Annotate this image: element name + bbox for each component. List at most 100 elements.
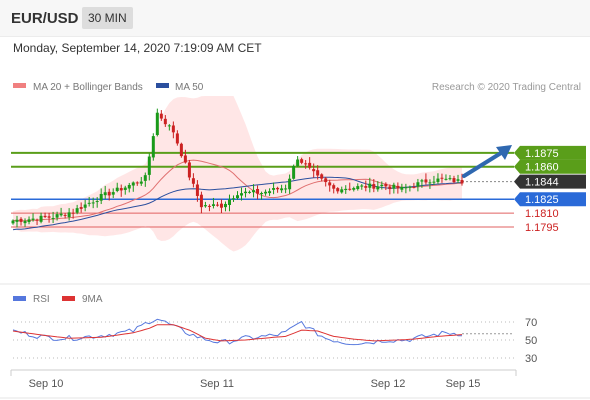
candle-body — [388, 186, 392, 190]
candle-body — [127, 185, 131, 189]
candle — [396, 182, 400, 194]
candle — [223, 201, 227, 212]
ma50-legend-label: MA 50 — [175, 82, 204, 93]
candle-body — [59, 213, 63, 216]
candle — [452, 175, 456, 184]
candle-body — [51, 218, 55, 220]
candle-body — [412, 186, 416, 188]
candle — [151, 133, 155, 161]
candle-body — [175, 133, 179, 144]
candle — [175, 130, 179, 146]
candle-body — [83, 204, 87, 208]
candle-body — [280, 188, 284, 191]
candle — [131, 181, 135, 192]
rsi-tick-70: 70 — [525, 317, 537, 329]
candle-body — [332, 185, 336, 189]
candle — [111, 188, 115, 199]
candle — [408, 185, 412, 192]
candle-body — [39, 215, 43, 222]
candle — [103, 185, 107, 200]
candle — [344, 185, 348, 194]
candle-body — [304, 163, 308, 165]
candle — [27, 216, 31, 225]
candle — [240, 187, 244, 201]
candle — [420, 178, 424, 188]
candle — [83, 199, 87, 212]
candle — [424, 173, 428, 185]
candle-body — [452, 178, 456, 183]
candle — [304, 160, 308, 169]
price-label-1-1825: 1.1825 — [525, 194, 559, 206]
candle-body — [348, 188, 352, 190]
candle — [91, 197, 95, 209]
currency-pair: EUR/USD — [11, 10, 79, 27]
candle-body — [103, 192, 107, 196]
candle-body — [236, 195, 239, 199]
candle-body — [408, 186, 412, 188]
candle — [404, 183, 408, 194]
candle — [256, 185, 260, 200]
candle — [444, 174, 448, 181]
candle — [187, 159, 191, 181]
x-tick-label: Sep 12 — [371, 378, 406, 390]
rsi-legend-label: RSI — [33, 294, 50, 305]
candle — [51, 211, 55, 224]
candle — [115, 182, 119, 193]
candle — [352, 186, 356, 192]
candle — [340, 186, 344, 194]
candle-body — [456, 179, 460, 181]
candle — [436, 173, 440, 184]
candle — [288, 174, 292, 194]
candle — [456, 174, 460, 184]
credit-text: Research © 2020 Trading Central — [432, 82, 581, 93]
candle — [155, 108, 159, 137]
candle-body — [199, 194, 203, 208]
candle — [79, 202, 83, 213]
forecast-arrow-head — [496, 145, 512, 160]
ma9-legend-label: 9MA — [82, 294, 103, 305]
candle-body — [167, 125, 171, 127]
candle — [163, 115, 167, 127]
candle-body — [203, 205, 207, 207]
rsi-legend-swatch — [13, 296, 26, 301]
candle — [71, 208, 75, 219]
top-bar: EUR/USD 30 MIN — [0, 0, 590, 37]
candle-body — [244, 191, 248, 194]
candle — [227, 194, 231, 212]
ma20-legend-label: MA 20 + Bollinger Bands — [33, 82, 143, 93]
candle-body — [404, 187, 408, 189]
candle-body — [35, 219, 39, 221]
candle-body — [320, 174, 324, 179]
candle — [460, 173, 464, 186]
candle-body — [440, 177, 444, 179]
candle-body — [416, 182, 420, 187]
candle-body — [296, 159, 300, 167]
candle — [280, 184, 284, 193]
rsi-ma-line — [12, 324, 463, 342]
candle — [320, 173, 324, 182]
candle-body — [187, 162, 191, 178]
candle — [123, 185, 127, 195]
candle — [296, 156, 300, 167]
candle-body — [207, 205, 211, 207]
candle-body — [91, 202, 95, 204]
candle-body — [372, 184, 376, 189]
candle-body — [376, 186, 380, 190]
candle-body — [432, 181, 436, 183]
candle-body — [99, 193, 103, 201]
candle-body — [231, 198, 235, 200]
x-tick-label: Sep 11 — [200, 378, 234, 390]
candle — [264, 189, 268, 196]
timeframe-selector[interactable]: 30 MIN — [82, 7, 133, 29]
candle-body — [163, 118, 167, 125]
candle-body — [316, 170, 320, 176]
price-label-1-1795: 1.1795 — [525, 222, 559, 234]
candle-body — [55, 214, 59, 218]
candle — [248, 190, 252, 194]
candle-body — [179, 143, 183, 157]
candle-body — [15, 219, 19, 222]
candle-body — [19, 218, 23, 222]
candle-body — [111, 192, 115, 195]
candle — [348, 182, 352, 191]
candle — [328, 179, 332, 192]
